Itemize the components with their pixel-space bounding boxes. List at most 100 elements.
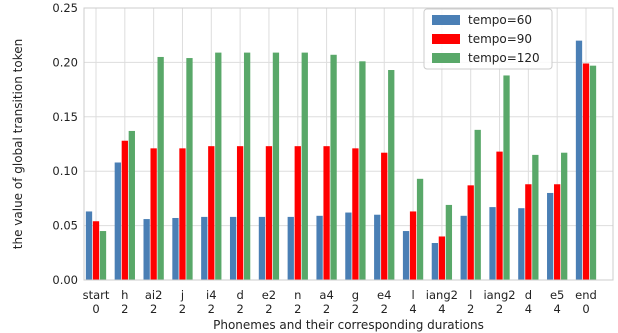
y-tick-label: 0.10: [52, 164, 78, 178]
bar-tempo-120-1: [128, 130, 135, 280]
x-tick-phoneme: start: [83, 288, 110, 302]
bar-tempo-90-10: [381, 152, 388, 280]
x-tick-phoneme: end: [575, 288, 597, 302]
bar-tempo-120-9: [359, 61, 366, 281]
bar-tempo-60-10: [374, 214, 381, 280]
x-tick-duration: 2: [294, 302, 301, 316]
x-tick-duration: 4: [554, 302, 561, 316]
y-tick-label: 0.00: [52, 273, 78, 287]
x-tick-phoneme: h: [121, 288, 128, 302]
legend-swatch: [432, 53, 460, 63]
bar-tempo-90-11: [409, 211, 417, 280]
bar-tempo-60-1: [114, 162, 121, 280]
legend-swatch: [432, 34, 460, 44]
x-tick-duration: 2: [236, 302, 243, 316]
x-tick-phoneme: i4: [206, 288, 217, 302]
bar-tempo-90-7: [294, 146, 301, 280]
x-tick-phoneme: e4: [377, 288, 391, 302]
bar-tempo-90-6: [265, 146, 273, 280]
bar-tempo-120-5: [243, 52, 251, 280]
bars: [85, 40, 597, 281]
bar-tempo-90-13: [467, 185, 474, 280]
bar-tempo-120-12: [445, 204, 453, 280]
x-tick-duration: 0: [582, 302, 589, 316]
bar-tempo-60-12: [431, 243, 439, 280]
bar-tempo-120-4: [215, 52, 222, 280]
bar-tempo-90-8: [323, 146, 330, 280]
bar-tempo-60-7: [287, 216, 294, 280]
x-tick-duration: 2: [381, 302, 388, 316]
bar-tempo-60-14: [489, 207, 496, 280]
x-tick-phoneme: iang2: [483, 288, 515, 302]
bar-tempo-60-6: [258, 216, 266, 280]
bar-tempo-60-8: [316, 215, 323, 280]
x-tick-phoneme: l: [411, 288, 414, 302]
x-tick-duration: 2: [467, 302, 474, 316]
bar-tempo-120-0: [99, 231, 107, 280]
legend: tempo=60 tempo=90 tempo=120: [423, 8, 553, 70]
bar-tempo-120-15: [532, 154, 539, 280]
bar-tempo-60-11: [402, 231, 410, 280]
x-tick-duration: 4: [438, 302, 445, 316]
y-tick-label: 0.05: [52, 219, 78, 233]
bar-tempo-60-9: [345, 212, 352, 280]
bar-tempo-90-4: [208, 146, 215, 280]
bar-tempo-60-5: [229, 216, 237, 280]
x-axis-title: Phonemes and their corresponding duratio…: [213, 318, 484, 332]
x-tick-phoneme: d: [525, 288, 532, 302]
bar-tempo-120-17: [589, 65, 597, 280]
bar-tempo-90-16: [554, 184, 561, 280]
bar-tempo-90-5: [236, 146, 244, 280]
x-tick-duration: 2: [265, 302, 272, 316]
bar-tempo-90-14: [496, 151, 503, 280]
bar-tempo-120-10: [388, 70, 395, 281]
x-tick-phoneme: d: [236, 288, 243, 302]
x-tick-duration: 2: [208, 302, 215, 316]
legend-label: tempo=120: [468, 51, 540, 65]
bar-tempo-120-6: [272, 52, 280, 280]
x-tick-duration: 4: [409, 302, 416, 316]
y-tick-labels: 0.00 0.05 0.10 0.15 0.20 0.25: [52, 1, 78, 287]
bar-tempo-120-7: [301, 52, 308, 280]
bar-tempo-90-0: [92, 221, 100, 280]
bar-tempo-90-17: [582, 63, 590, 280]
bar-tempo-90-9: [352, 148, 359, 280]
x-tick-duration: 2: [323, 302, 330, 316]
y-axis-title: the value of global transition token: [11, 39, 25, 249]
bar-tempo-120-16: [561, 152, 568, 280]
bar-tempo-90-12: [438, 236, 446, 280]
x-tick-phoneme: l: [469, 288, 472, 302]
x-tick-duration: 2: [150, 302, 157, 316]
x-tick-duration: 2: [121, 302, 128, 316]
legend-label: tempo=60: [468, 13, 532, 27]
bar-tempo-90-3: [179, 148, 186, 280]
bar-tempo-60-13: [460, 215, 467, 280]
x-tick-phoneme: iang2: [426, 288, 458, 302]
x-tick-labels: start0h2ai22j2i42d2e22n2a42g2e42l4iang24…: [83, 288, 597, 316]
bar-tempo-60-3: [172, 217, 179, 280]
bar-tempo-90-2: [150, 148, 157, 280]
x-tick-phoneme: e5: [550, 288, 564, 302]
x-tick-phoneme: ai2: [145, 288, 163, 302]
bar-tempo-90-1: [121, 140, 128, 280]
x-tick-phoneme: j: [180, 288, 184, 302]
bar-tempo-60-17: [575, 40, 583, 280]
x-tick-phoneme: e2: [262, 288, 276, 302]
y-tick-label: 0.25: [52, 1, 78, 15]
bar-tempo-60-0: [85, 211, 93, 280]
bar-tempo-120-3: [186, 58, 193, 280]
bar-tempo-120-8: [330, 54, 337, 281]
plot-frame: [83, 7, 614, 281]
x-tick-phoneme: a4: [319, 288, 333, 302]
y-tick-label: 0.15: [52, 110, 78, 124]
bar-tempo-60-15: [518, 208, 525, 280]
x-tick-duration: 2: [496, 302, 503, 316]
y-tick-label: 0.20: [52, 55, 78, 69]
bar-tempo-120-11: [416, 178, 424, 280]
bar-tempo-120-2: [157, 56, 164, 281]
legend-swatch: [432, 15, 460, 25]
x-tick-phoneme: n: [294, 288, 301, 302]
bar-tempo-60-2: [143, 219, 150, 280]
bar-tempo-120-14: [503, 75, 510, 281]
bar-tempo-90-15: [525, 184, 532, 280]
